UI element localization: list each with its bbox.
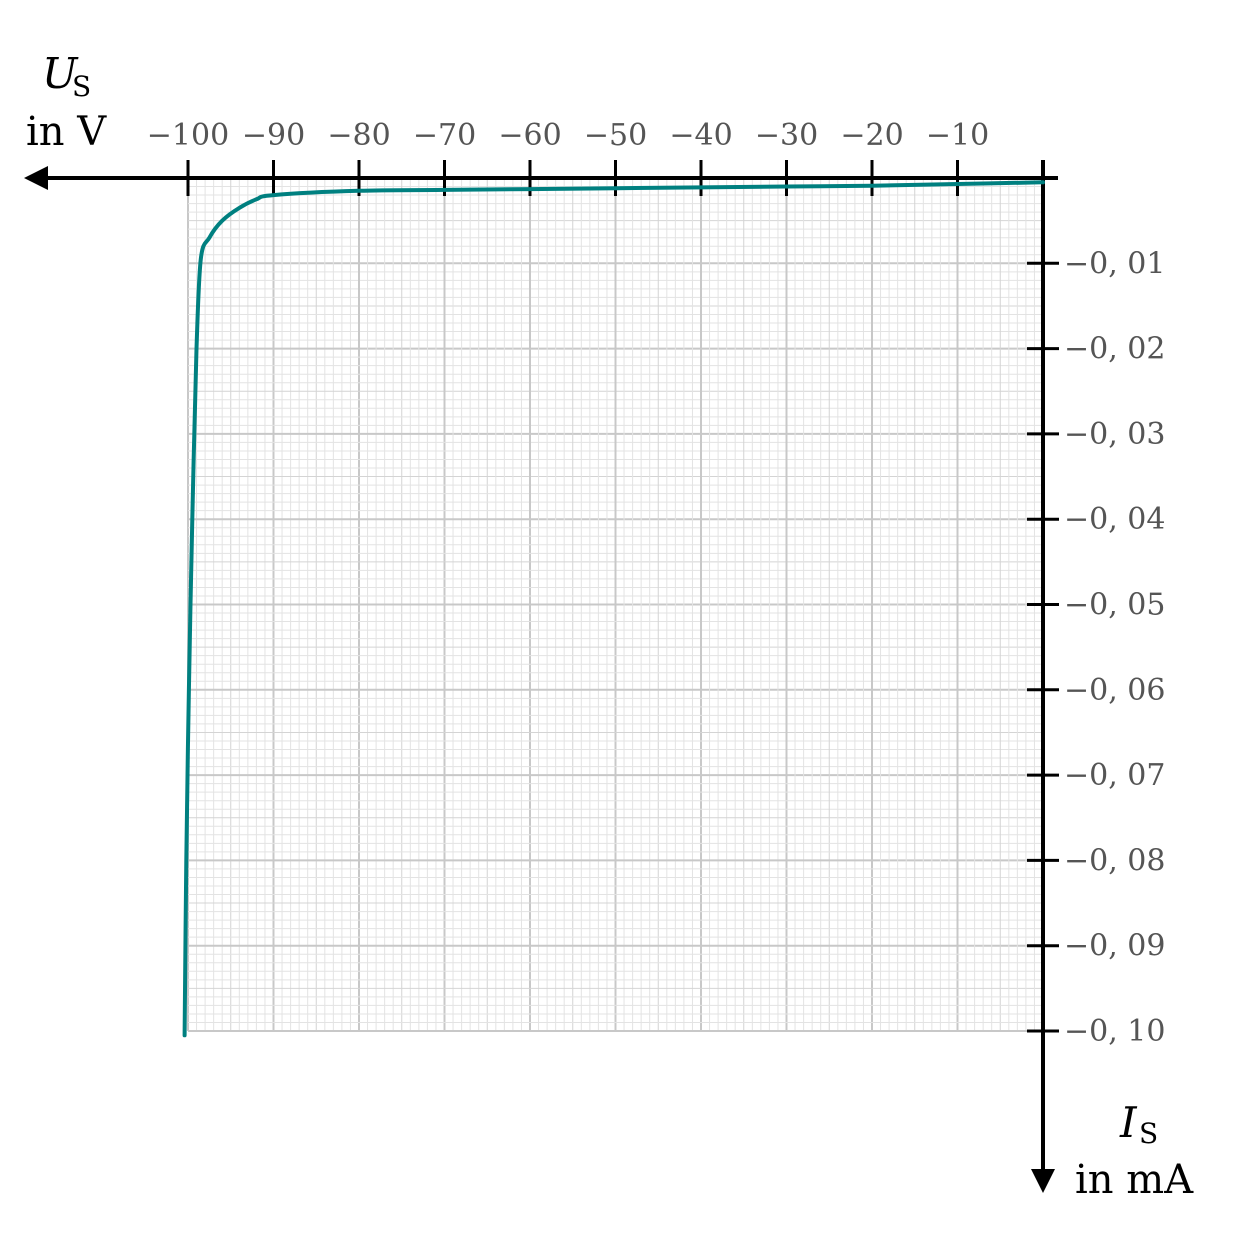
x-tick-label: −30 [755,118,818,153]
x-tick-label: −100 [147,118,229,153]
y-tick-label: −0, 07 [1064,758,1165,793]
x-tick-label: −40 [669,118,732,153]
y-tick-label: −0, 09 [1064,929,1165,964]
x-tick-label: −90 [242,118,305,153]
y-tick-label: −0, 10 [1064,1014,1165,1049]
y-axis: −0, 01 −0, 02 −0, 03 −0, 04 −0, 05 −0, 06 −0, … [1027,160,1165,1193]
x-ticks: −100 −90 −80 −70 −60 −50 −40 −30 −20 −10 [147,118,1045,196]
y-tick-label: −0, 06 [1064,673,1165,708]
y-axis-title-unit: in mA [1075,1157,1194,1203]
y-tick-label: −0, 01 [1064,246,1165,281]
x-tick-label: −70 [413,118,476,153]
x-tick-label: −20 [840,118,903,153]
grid [187,177,1044,1032]
y-tick-label: −0, 03 [1064,417,1165,452]
y-axis-arrow-icon [1031,1169,1055,1193]
x-axis-title-subscript: S [72,70,91,103]
x-tick-label: −60 [498,118,561,153]
x-axis-title-symbol: U [42,49,79,98]
data-series-line [182,180,1045,1038]
x-axis-arrow-icon [24,166,48,190]
y-tick-label: −0, 05 [1064,588,1165,623]
y-axis-title-subscript: S [1139,1117,1158,1150]
y-tick-label: −0, 04 [1064,502,1165,537]
y-tick-label: −0, 08 [1064,843,1165,878]
y-ticks: −0, 01 −0, 02 −0, 03 −0, 04 −0, 05 −0, 06 −0, … [1027,246,1165,1049]
x-tick-label: −50 [584,118,647,153]
x-tick-label: −80 [327,118,390,153]
x-tick-label: −10 [926,118,989,153]
x-axis-title-unit: in V [26,109,107,155]
y-axis-title-symbol: I [1119,1098,1138,1147]
y-tick-label: −0, 02 [1064,332,1165,367]
x-axis: −100 −90 −80 −70 −60 −50 −40 −30 −20 −10 [24,118,1058,196]
